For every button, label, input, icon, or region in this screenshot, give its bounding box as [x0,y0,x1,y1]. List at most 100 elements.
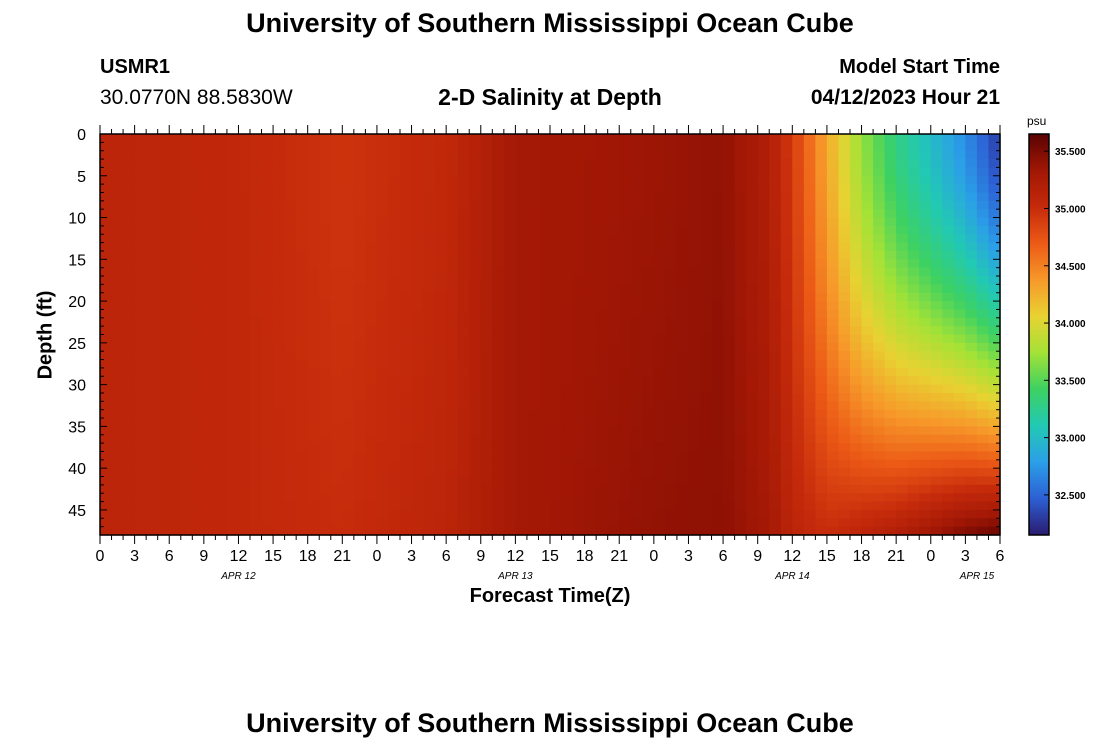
heatmap-cell [826,459,840,469]
heatmap-cell [215,276,228,285]
heatmap-cell [215,426,228,436]
heatmap-cell [296,376,309,386]
heatmap-cell [146,134,159,143]
heatmap-cell [942,443,955,453]
heatmap-cell [884,301,897,311]
heatmap-cell [607,509,620,519]
heatmap-cell [630,134,643,143]
heatmap-cell [861,200,874,210]
heatmap-cell [930,434,943,444]
heatmap-cell [203,259,216,269]
heatmap-cell [723,526,736,536]
heatmap-cell [250,376,263,386]
heatmap-cell [826,401,840,411]
heatmap-cell [250,367,263,377]
heatmap-cell [780,225,793,235]
heatmap-cell [734,225,747,235]
heatmap-cell [757,359,770,369]
heatmap-cell [284,192,297,202]
heatmap-cell [238,493,251,503]
heatmap-cell [146,526,159,536]
heatmap-cell [353,426,366,436]
heatmap-cell [988,192,1001,202]
heatmap-cell [423,209,436,219]
heatmap-cell [838,509,851,519]
heatmap-cell [434,292,447,302]
heatmap-cell [642,225,655,235]
heatmap-cell [711,526,724,536]
heatmap-cell [723,501,736,511]
heatmap-cell [746,284,759,294]
heatmap-cell [561,418,574,427]
heatmap-cell [365,184,378,194]
heatmap-cell [342,150,355,160]
heatmap-cell [746,175,759,185]
heatmap-cell [769,250,782,260]
heatmap-cell [803,234,816,244]
heatmap-cell [676,267,690,277]
heatmap-cell [919,443,932,453]
heatmap-cell [480,342,493,352]
heatmap-cell [400,401,413,411]
heatmap-cell [850,301,863,311]
heatmap-cell [711,276,724,285]
heatmap-cell [134,459,147,469]
heatmap-cell [157,234,170,244]
heatmap-cell [123,267,136,277]
heatmap-cell [676,217,690,227]
heatmap-cell [561,292,574,302]
heatmap-cell [261,426,274,436]
heatmap-cell [376,134,390,143]
heatmap-cell [573,384,586,394]
heatmap-cell [861,484,874,494]
heatmap-cell [226,443,240,453]
heatmap-cell [203,175,216,185]
heatmap-cell [826,326,840,336]
heatmap-cell [942,342,955,352]
heatmap-cell [307,501,320,511]
heatmap-cell [215,401,228,411]
heatmap-cell [526,242,540,252]
heatmap-cell [169,451,182,461]
heatmap-cell [861,451,874,461]
heatmap-cell [630,209,643,219]
heatmap-cell [307,142,320,152]
heatmap-cell [596,409,609,419]
heatmap-cell [423,242,436,252]
heatmap-cell [319,267,332,277]
heatmap-cell [942,217,955,227]
heatmap-cell [584,501,597,511]
heatmap-cell [411,367,424,377]
heatmap-cell [146,276,159,285]
heatmap-cell [134,468,147,478]
heatmap-cell [319,159,332,169]
heatmap-cell [988,342,1001,352]
heatmap-cell [226,418,240,427]
heatmap-cell [365,326,378,336]
heatmap-cell [561,192,574,202]
heatmap-cell [215,326,228,336]
heatmap-cell [261,334,274,344]
heatmap-cell [400,434,413,444]
heatmap-cell [469,484,482,494]
heatmap-cell [215,134,228,143]
heatmap-cell [434,284,447,294]
heatmap-cell [642,451,655,461]
heatmap-cell [434,326,447,336]
heatmap-cell [676,259,690,269]
heatmap-cell [226,134,240,143]
heatmap-cell [907,292,920,302]
heatmap-cell [780,242,793,252]
heatmap-cell [815,142,828,152]
heatmap-cell [250,284,263,294]
heatmap-cell [561,392,574,402]
heatmap-cell [215,209,228,219]
heatmap-cell [630,150,643,160]
heatmap-cell [330,175,343,185]
heatmap-cell [469,234,482,244]
heatmap-cell [584,409,597,419]
heatmap-cell [515,200,528,210]
heatmap-cell [538,509,551,519]
heatmap-cell [400,459,413,469]
heatmap-cell [746,509,759,519]
